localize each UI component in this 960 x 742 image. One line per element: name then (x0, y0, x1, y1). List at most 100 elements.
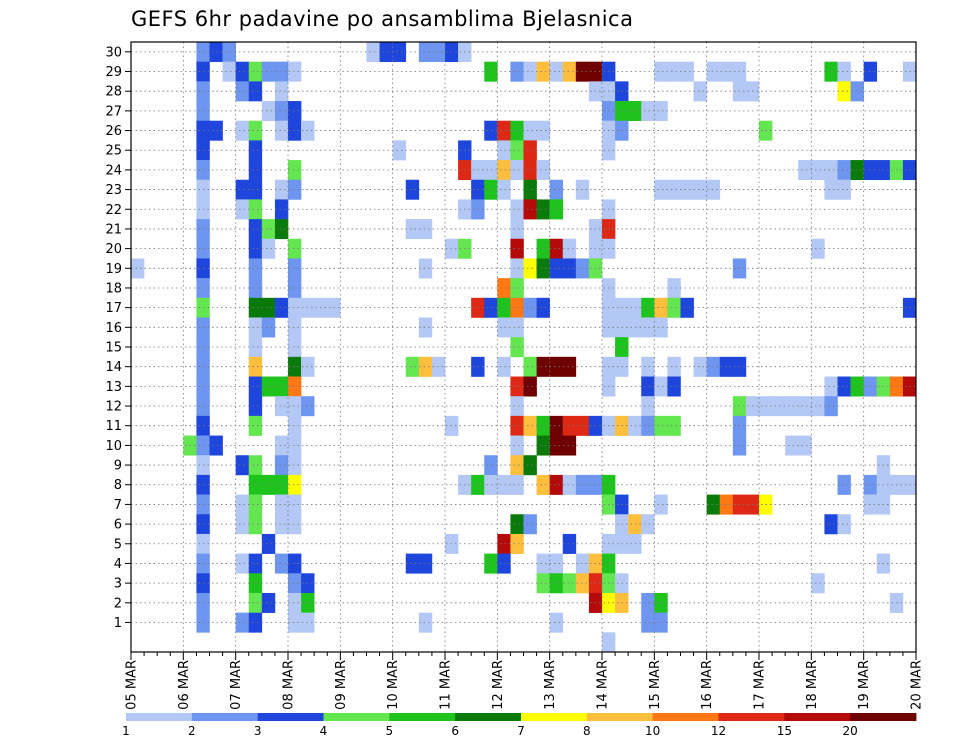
heatmap-cell (641, 101, 655, 122)
colorbar-swatch (257, 713, 324, 721)
heatmap-cell (274, 376, 289, 397)
colorbar-swatch (784, 713, 851, 721)
heatmap-cell (654, 376, 668, 397)
heatmap-cell (431, 356, 446, 377)
heatmap-cell (510, 140, 524, 161)
colorbar-swatch (191, 713, 259, 721)
heatmap-cell (850, 376, 864, 397)
heatmap-cell (785, 435, 799, 456)
y-tick-label: 2 (114, 596, 122, 611)
heatmap-cell (654, 297, 668, 318)
heatmap-cell (536, 61, 550, 82)
heatmap-cell (562, 474, 577, 495)
y-tick-label: 27 (105, 104, 122, 119)
heatmap-cell (288, 435, 302, 456)
heatmap-cell (549, 179, 564, 200)
heatmap-cell (131, 258, 145, 279)
x-tick-label: 10 MAR (386, 660, 401, 710)
colorbar-label: 5 (386, 724, 394, 738)
heatmap-cell (654, 612, 668, 633)
heatmap-cell (772, 396, 786, 417)
heatmap-cell (837, 179, 851, 200)
colorbar-label: 12 (711, 724, 726, 738)
heatmap-cell (248, 61, 263, 82)
heatmap-cell (288, 278, 302, 299)
heatmap-cell (654, 179, 668, 200)
x-tick-label: 05 MAR (125, 660, 140, 710)
heatmap-cell (288, 317, 302, 338)
heatmap-cell (824, 179, 838, 200)
heatmap-cell (261, 297, 276, 318)
y-tick-label: 21 (105, 222, 122, 237)
heatmap-cell (667, 61, 681, 82)
heatmap-cell (288, 474, 302, 495)
heatmap-cell (602, 632, 616, 653)
y-tick-label: 29 (105, 65, 122, 80)
heatmap-cell (641, 396, 655, 417)
heatmap-cell (523, 199, 537, 220)
heatmap-cell (562, 61, 577, 82)
heatmap-cell (405, 553, 420, 574)
heatmap-cell (261, 376, 276, 397)
x-tick-label: 18 MAR (805, 660, 820, 710)
heatmap-cell (562, 533, 577, 554)
heatmap-cell (549, 238, 564, 259)
heatmap-cell (549, 356, 564, 377)
heatmap-cell (693, 81, 707, 102)
heatmap-cell (274, 396, 289, 417)
heatmap-cell (680, 61, 694, 82)
y-tick-label: 5 (114, 537, 122, 552)
heatmap-cell (549, 61, 564, 82)
heatmap-cell (837, 514, 851, 535)
y-tick-label: 3 (114, 577, 122, 592)
x-tick-label: 16 MAR (700, 660, 715, 710)
heatmap-cell (209, 42, 223, 62)
heatmap-cell (510, 278, 524, 299)
heatmap-cell (562, 356, 577, 377)
heatmap-cell (523, 61, 537, 82)
heatmap-cell (536, 573, 550, 594)
heatmap-cell (274, 199, 289, 220)
heatmap-cell (628, 415, 642, 436)
heatmap-cell (798, 435, 812, 456)
heatmap-cell (641, 376, 655, 397)
heatmap-cell (549, 199, 564, 220)
heatmap-cell (497, 160, 511, 181)
heatmap-cell (418, 258, 433, 279)
heatmap-cell (536, 553, 550, 574)
x-tick-label: 08 MAR (282, 660, 297, 710)
colorbar-swatch (586, 713, 654, 721)
heatmap-cell (497, 533, 511, 554)
heatmap-cell (562, 435, 577, 456)
heatmap-cell (693, 179, 707, 200)
heatmap-cell (261, 238, 276, 259)
heatmap-cell (510, 120, 524, 141)
heatmap-cell (575, 179, 590, 200)
heatmap-cell (667, 415, 681, 436)
heatmap-cell (811, 573, 825, 594)
heatmap-cell (288, 573, 302, 594)
heatmap-cell (274, 101, 289, 122)
colorbar-swatch (323, 713, 390, 721)
heatmap-cell (510, 337, 524, 358)
heatmap-cell (824, 514, 838, 535)
heatmap-cell (510, 238, 524, 259)
heatmap-cell (274, 81, 289, 102)
colorbar-label: 20 (843, 724, 858, 738)
heatmap-cell (641, 297, 655, 318)
heatmap-cell (248, 199, 263, 220)
heatmap-cell (628, 101, 642, 122)
heatmap-cells (131, 42, 917, 653)
heatmap-cell (575, 415, 590, 436)
heatmap-cell (680, 179, 694, 200)
heatmap-cell (248, 238, 263, 259)
heatmap-cell (536, 435, 550, 456)
heatmap-cell (274, 219, 289, 240)
heatmap-cell (837, 376, 851, 397)
grid-lines (131, 42, 916, 652)
heatmap-cell (641, 415, 655, 436)
y-tick-label: 22 (105, 203, 122, 218)
heatmap-cell (248, 514, 263, 535)
heatmap-cell (575, 258, 590, 279)
y-tick-label: 13 (105, 380, 122, 395)
